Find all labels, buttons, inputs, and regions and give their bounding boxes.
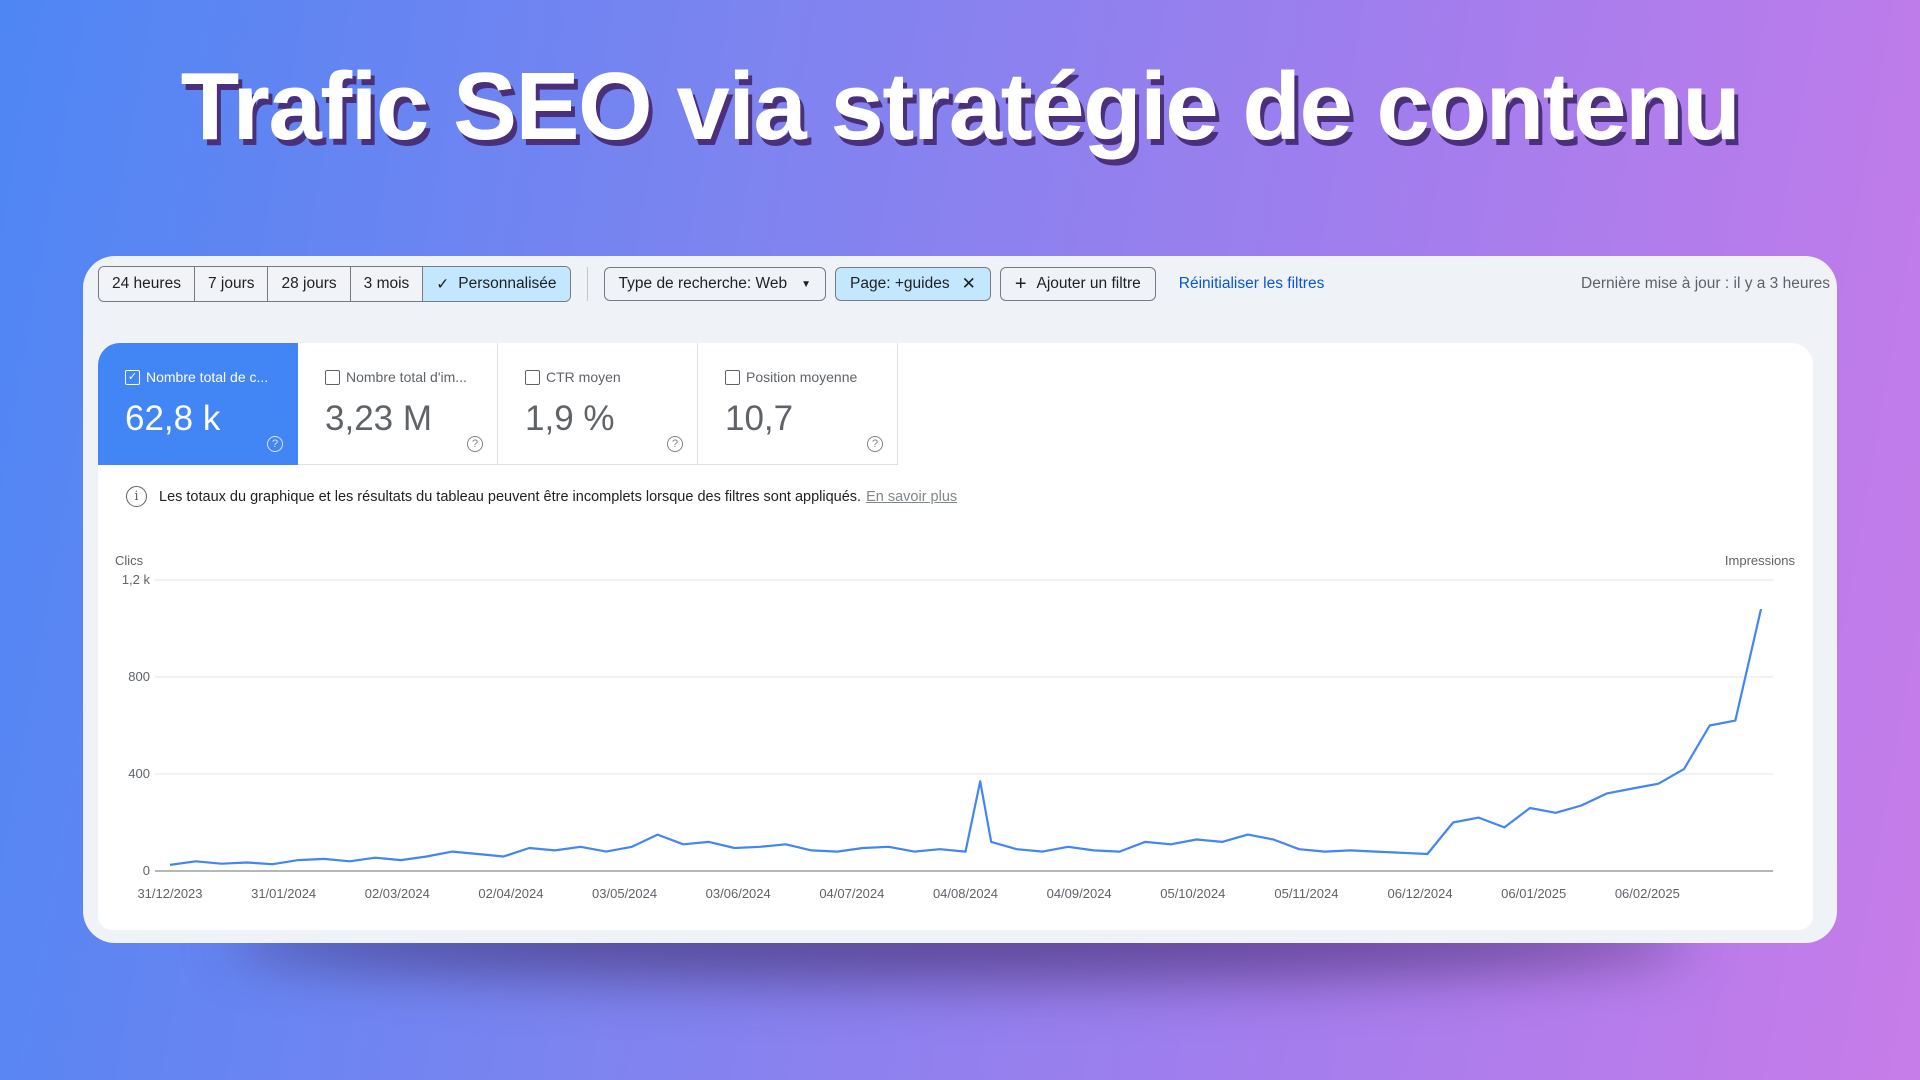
x-tick-label: 02/04/2024 <box>478 886 543 901</box>
checkbox-icon[interactable] <box>325 369 340 385</box>
add-filter-button[interactable]: + Ajouter un filtre <box>999 267 1156 301</box>
x-tick-label: 04/09/2024 <box>1047 886 1112 901</box>
checkbox-icon[interactable] <box>525 369 540 385</box>
page-filter-chip[interactable]: Page: +guides ✕ <box>835 267 991 301</box>
x-tick-label: 06/12/2024 <box>1388 886 1453 901</box>
range-24h[interactable]: 24 heures <box>99 267 195 301</box>
metric-ctr[interactable]: CTR moyen 1,9 % ? <box>498 343 698 465</box>
x-tick-label: 05/10/2024 <box>1160 886 1225 901</box>
metric-clicks[interactable]: ✓ Nombre total de c... 62,8 k ? <box>98 343 298 465</box>
checkbox-icon[interactable] <box>725 369 740 385</box>
search-console-card: 24 heures 7 jours 28 jours 3 mois ✓ Perso… <box>83 256 1837 943</box>
divider <box>586 267 588 301</box>
reset-filters-link[interactable]: Réinitialiser les filtres <box>1178 275 1325 292</box>
check-icon: ✓ <box>436 275 450 293</box>
range-7d[interactable]: 7 jours <box>194 267 269 301</box>
help-icon[interactable]: ? <box>467 436 483 452</box>
range-custom[interactable]: ✓ Personnalisée <box>423 267 570 301</box>
y-tick-label: 800 <box>128 669 150 684</box>
x-tick-label: 31/01/2024 <box>251 886 316 901</box>
x-tick-label: 31/12/2023 <box>137 886 202 901</box>
plus-icon: + <box>1014 272 1027 295</box>
metric-impressions[interactable]: Nombre total d'im... 3,23 M ? <box>298 343 498 465</box>
search-type-label: Type de recherche: Web <box>618 275 788 292</box>
page-filter-label: Page: +guides <box>850 275 950 292</box>
y-axis-label: Clics <box>115 553 144 568</box>
x-tick-label: 04/07/2024 <box>819 886 884 901</box>
x-tick-label: 06/02/2025 <box>1615 886 1680 901</box>
metric-value: 1,9 % <box>525 399 615 438</box>
metric-label: CTR moyen <box>546 369 621 385</box>
metric-value: 10,7 <box>725 399 794 438</box>
caret-down-icon: ▼ <box>801 278 812 290</box>
x-tick-label: 05/11/2024 <box>1274 886 1338 901</box>
date-range-selector: 24 heures 7 jours 28 jours 3 mois ✓ Perso… <box>98 266 571 302</box>
range-3m[interactable]: 3 mois <box>350 267 424 301</box>
add-filter-label: Ajouter un filtre <box>1036 275 1141 292</box>
metric-value: 3,23 M <box>325 399 432 438</box>
y-tick-label: 400 <box>128 766 150 781</box>
learn-more-link[interactable]: En savoir plus <box>866 488 958 505</box>
metric-position[interactable]: Position moyenne 10,7 ? <box>698 343 898 465</box>
page-title: Trafic SEO via stratégie de contenu <box>180 53 1741 160</box>
search-type-dropdown[interactable]: Type de recherche: Web ▼ <box>603 267 827 301</box>
checkbox-checked-icon[interactable]: ✓ <box>125 369 140 385</box>
x-tick-label: 04/08/2024 <box>933 886 998 901</box>
metric-value: 62,8 k <box>125 399 221 438</box>
clicks-line <box>169 608 1763 866</box>
range-custom-label: Personnalisée <box>458 275 557 292</box>
help-icon[interactable]: ? <box>867 436 883 452</box>
info-text: Les totaux du graphique et les résultats… <box>159 488 862 505</box>
y-tick-label: 1,2 k <box>122 572 151 587</box>
metric-label: Position moyenne <box>746 369 858 385</box>
close-icon[interactable]: ✕ <box>961 274 976 293</box>
x-tick-label: 03/05/2024 <box>592 886 657 901</box>
x-tick-label: 02/03/2024 <box>365 886 430 901</box>
last-update-text: Dernière mise à jour : il y a 3 heures <box>1581 275 1830 292</box>
metric-tiles: ✓ Nombre total de c... 62,8 k ? Nombre to… <box>98 343 1813 465</box>
filter-info-notice: i Les totaux du graphique et les résulta… <box>126 486 957 507</box>
metric-label: Nombre total d'im... <box>346 369 467 385</box>
metric-label: Nombre total de c... <box>146 369 269 385</box>
y-tick-label: 0 <box>143 863 150 878</box>
toolbar: 24 heures 7 jours 28 jours 3 mois ✓ Perso… <box>98 266 1838 302</box>
info-icon: i <box>126 486 147 507</box>
help-icon[interactable]: ? <box>667 436 683 452</box>
help-icon[interactable]: ? <box>267 436 283 452</box>
performance-panel: ✓ Nombre total de c... 62,8 k ? Nombre to… <box>98 343 1813 930</box>
x-tick-label: 03/06/2024 <box>706 886 771 901</box>
y2-axis-label: Impressions <box>1725 553 1796 568</box>
range-28d[interactable]: 28 jours <box>268 267 351 301</box>
x-tick-label: 06/01/2025 <box>1501 886 1566 901</box>
